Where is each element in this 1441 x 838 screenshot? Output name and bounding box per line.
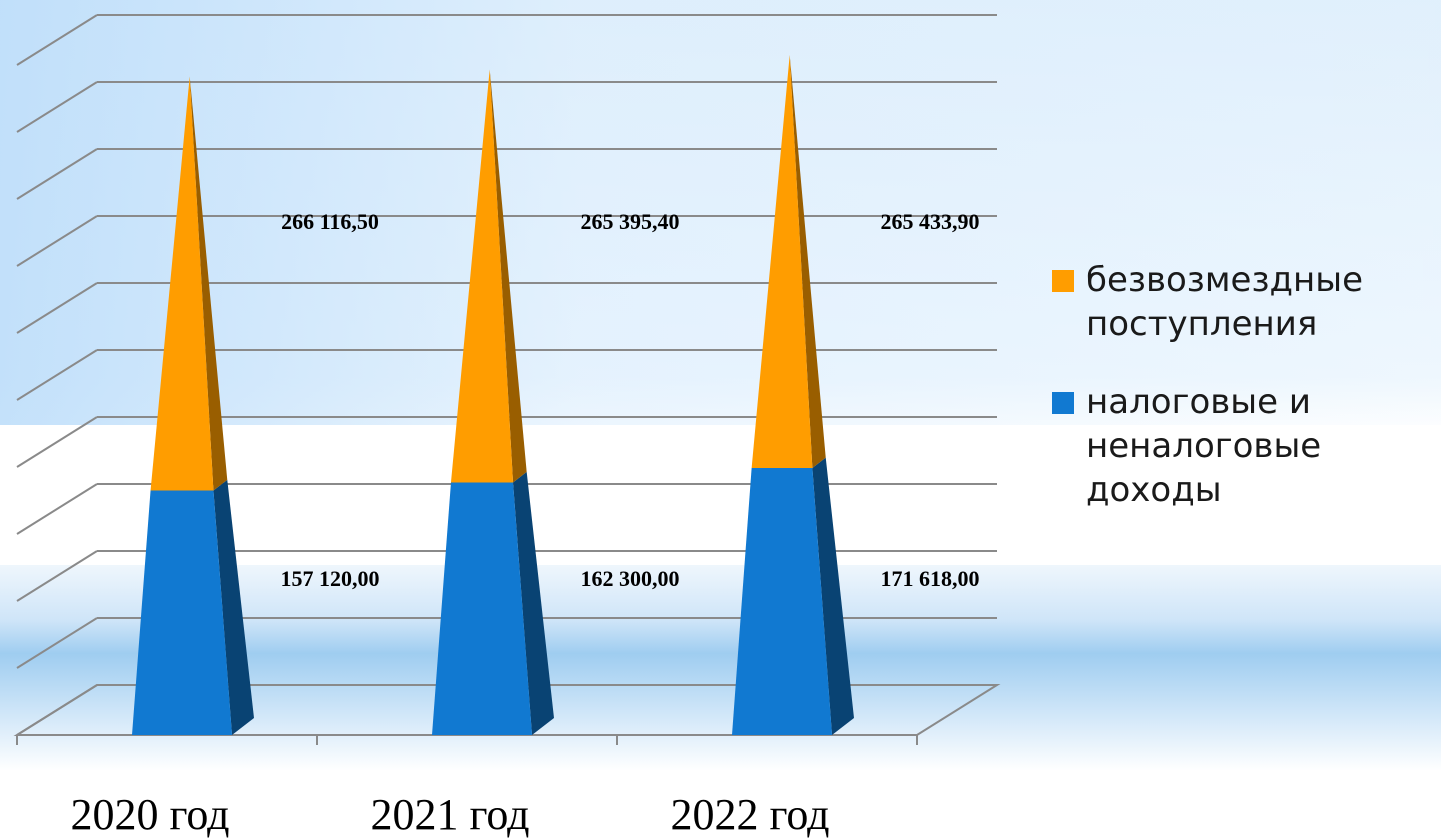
legend-label-tax-income: налоговые и неналоговые доходы xyxy=(1086,382,1322,510)
gridline-side xyxy=(16,215,98,267)
bar-front-2022-grants xyxy=(751,55,813,468)
data-label-tax-2021: 162 300,00 xyxy=(581,566,680,591)
data-label-tax-2022: 171 618,00 xyxy=(881,566,980,591)
category-label-2020: 2020 год xyxy=(70,790,229,838)
gridline-side xyxy=(16,14,98,66)
data-label-grants-2020: 266 116,50 xyxy=(281,209,379,234)
legend-entry-grants: безвозмездные поступления xyxy=(1052,258,1437,346)
gridline-side xyxy=(16,148,98,200)
gridline-side xyxy=(16,282,98,334)
background-sheen xyxy=(0,0,1441,425)
bar-side-2021-tax xyxy=(513,471,554,735)
gridline-side xyxy=(16,416,98,468)
pyramid-bars xyxy=(132,55,854,735)
data-label-tax-2020: 157 120,00 xyxy=(281,566,380,591)
gridline-side xyxy=(16,617,98,669)
legend-swatch-blue xyxy=(1052,392,1074,414)
bar-side-2021-grants xyxy=(489,69,527,483)
bar-side-2022-tax xyxy=(812,457,854,735)
chart-legend: безвозмездные поступления налоговые и не… xyxy=(1052,258,1437,546)
bar-side-2020-tax xyxy=(213,479,254,735)
legend-label-grants: безвозмездные поступления xyxy=(1086,260,1364,344)
bar-front-2021-tax xyxy=(432,482,532,735)
gridline-side xyxy=(16,483,98,535)
gridline-side xyxy=(16,550,98,602)
gridline-side xyxy=(16,349,98,401)
background-band xyxy=(0,425,1441,565)
gridline-side xyxy=(16,81,98,133)
category-label-2021: 2021 год xyxy=(370,790,529,838)
bar-side-2022-grants xyxy=(789,55,826,468)
legend-swatch-orange xyxy=(1052,270,1074,292)
bar-front-2022-tax xyxy=(732,467,832,735)
bar-front-2021-grants xyxy=(450,69,514,483)
data-labels: 266 116,50 157 120,00 265 395,40 162 300,00… xyxy=(281,209,980,591)
legend-entry-tax-income: налоговые и неналоговые доходы xyxy=(1052,380,1437,512)
data-label-grants-2022: 265 433,90 xyxy=(881,209,980,234)
data-label-grants-2021: 265 395,40 xyxy=(581,209,680,234)
category-labels: 2020 год 2021 год 2022 год xyxy=(70,790,829,838)
bar-front-2020-grants xyxy=(150,76,214,491)
gridlines xyxy=(16,14,997,736)
bar-side-2020-grants xyxy=(189,76,228,491)
bar-front-2020-tax xyxy=(132,490,232,735)
category-label-2022: 2022 год xyxy=(670,790,829,838)
